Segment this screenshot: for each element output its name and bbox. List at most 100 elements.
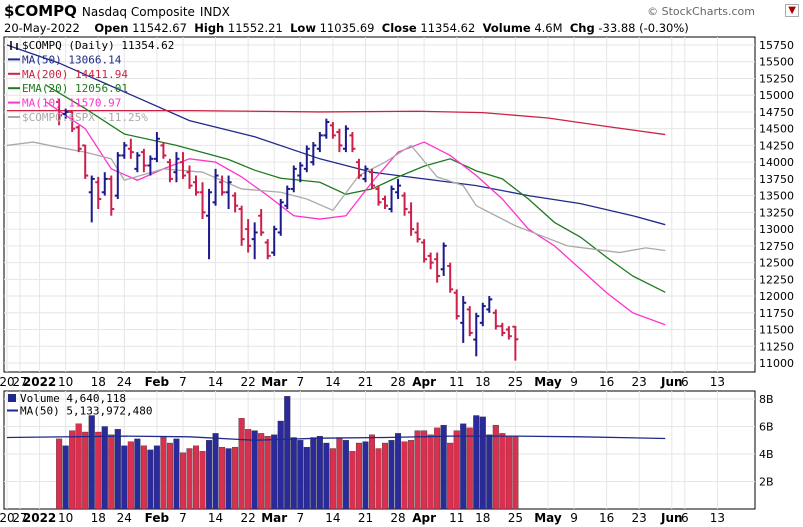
volume-date-tick-label: 9 — [570, 511, 578, 525]
date-tick-label: 10 — [58, 375, 73, 389]
volume-bar — [401, 441, 408, 510]
volume-bar — [160, 435, 167, 510]
volume-date-tick-label: 18 — [475, 511, 490, 525]
price-tick-label: 15750 — [759, 39, 794, 52]
date-tick-label: 18 — [91, 375, 106, 389]
volume-bar — [316, 435, 323, 510]
date-tick-label: 6 — [681, 375, 689, 389]
volume-bar — [473, 415, 480, 510]
volume-date-tick-label: Jun — [660, 511, 683, 525]
volume-bar — [512, 435, 519, 510]
date-tick-label: 18 — [475, 375, 490, 389]
price-tick-label: 14000 — [759, 156, 794, 169]
volume-bar — [219, 446, 226, 510]
volume-bar — [206, 440, 213, 510]
date-tick-label: 13 — [710, 375, 725, 389]
volume-bar — [342, 440, 349, 510]
volume-legend-label: MA(50) 5,133,972,480 — [20, 405, 152, 418]
date-tick-label: Apr — [412, 375, 436, 389]
volume-bar — [421, 430, 428, 510]
volume-date-tick-label: Feb — [145, 511, 170, 525]
date-tick-label: 9 — [570, 375, 578, 389]
volume-bar — [310, 437, 317, 510]
volume-date-tick-label: 2022 — [23, 511, 56, 525]
volume-date-tick-label: Mar — [261, 511, 287, 525]
legend-label: MA(50) 13066.14 — [22, 53, 122, 66]
date-tick-label: Feb — [145, 375, 170, 389]
high-value: 11552.21 — [227, 21, 283, 35]
volume-bar — [323, 442, 330, 510]
security-name: Nasdaq Composite — [81, 5, 195, 19]
volume-bar — [427, 434, 434, 510]
volume-tick-label: 6B — [759, 421, 774, 434]
date-tick-label: Jun — [660, 375, 683, 389]
volume-date-tick-label: 23 — [632, 511, 647, 525]
volume-date-tick-label: 22 — [241, 511, 256, 525]
low-value: 11035.69 — [319, 21, 375, 35]
volume-date-tick-label: 18 — [91, 511, 106, 525]
date-tick-label: 11 — [449, 375, 464, 389]
volume-date-tick-label: 10 — [58, 511, 73, 525]
date-tick-label: 28 — [390, 375, 405, 389]
volume-bar — [192, 445, 200, 510]
price-tick-label: 13750 — [759, 173, 794, 186]
volume-date-tick-label: 16 — [599, 511, 614, 525]
date-tick-label: 25 — [508, 375, 523, 389]
volume-bar — [82, 431, 89, 510]
volume-bar — [447, 442, 454, 510]
volume-bar — [75, 423, 82, 510]
volume-bar — [62, 445, 69, 510]
volume-bar — [212, 433, 219, 510]
legend-volume-swatch — [8, 394, 16, 402]
volume-date-tick-label: 21 — [358, 511, 373, 525]
volume-date-tick-label: 24 — [117, 511, 132, 525]
chart-menu-button[interactable]: ▼ — [785, 4, 799, 17]
volume-date-tick-label: 7 — [296, 511, 304, 525]
brand-link[interactable]: © StockCharts.com — [647, 5, 755, 18]
volume-legend-label: Volume 4,640,118 — [20, 392, 126, 405]
volume-bar — [486, 434, 493, 510]
volume-bar — [395, 433, 402, 510]
volume-bar — [336, 437, 343, 510]
series-line-2 — [45, 84, 666, 293]
volume-tick-label: 2B — [759, 476, 774, 489]
volume-bar — [277, 420, 284, 510]
volume-bar — [147, 449, 154, 510]
date-tick-label: May — [534, 375, 562, 389]
close-label: Close — [381, 21, 417, 35]
change-value: -33.88 (-0.30%) — [598, 21, 689, 35]
volume-bar — [134, 438, 141, 510]
price-tick-label: 14250 — [759, 139, 794, 152]
volume-bar — [258, 433, 265, 510]
volume-bar — [362, 441, 369, 510]
date-tick-label: 7 — [179, 375, 187, 389]
volume-bar — [290, 437, 297, 510]
volume-bar — [114, 429, 121, 510]
legend-label: MA(10) 11570.97 — [22, 97, 121, 110]
date-tick-label: 2022 — [23, 375, 56, 389]
close-value: 11354.62 — [420, 21, 476, 35]
volume-tick-label: 8B — [759, 393, 774, 406]
date-tick-label: 16 — [599, 375, 614, 389]
price-tick-label: 11000 — [759, 357, 794, 370]
volume-date-tick-label: 28 — [390, 511, 405, 525]
volume-date-tick-label: 11 — [449, 511, 464, 525]
volume-bar — [349, 451, 356, 510]
volume-bar — [440, 424, 447, 510]
volume-bar — [232, 446, 239, 510]
volume-bar — [368, 434, 375, 510]
volume-bar — [179, 452, 186, 510]
price-tick-label: 14500 — [759, 123, 794, 136]
volume-bar — [271, 434, 278, 510]
volume-bar — [173, 438, 180, 510]
volume-date-tick-label: 14 — [208, 511, 223, 525]
date-tick-label: 23 — [632, 375, 647, 389]
volume-ma50-line — [6, 435, 666, 441]
date-tick-label: 14 — [325, 375, 340, 389]
volume-tick-label: 4B — [759, 448, 774, 461]
volume-bar — [56, 438, 63, 510]
open-label: Open — [94, 21, 129, 35]
volume-bar — [95, 431, 102, 510]
price-tick-label: 11250 — [759, 340, 794, 353]
date-tick-label: Mar — [261, 375, 287, 389]
